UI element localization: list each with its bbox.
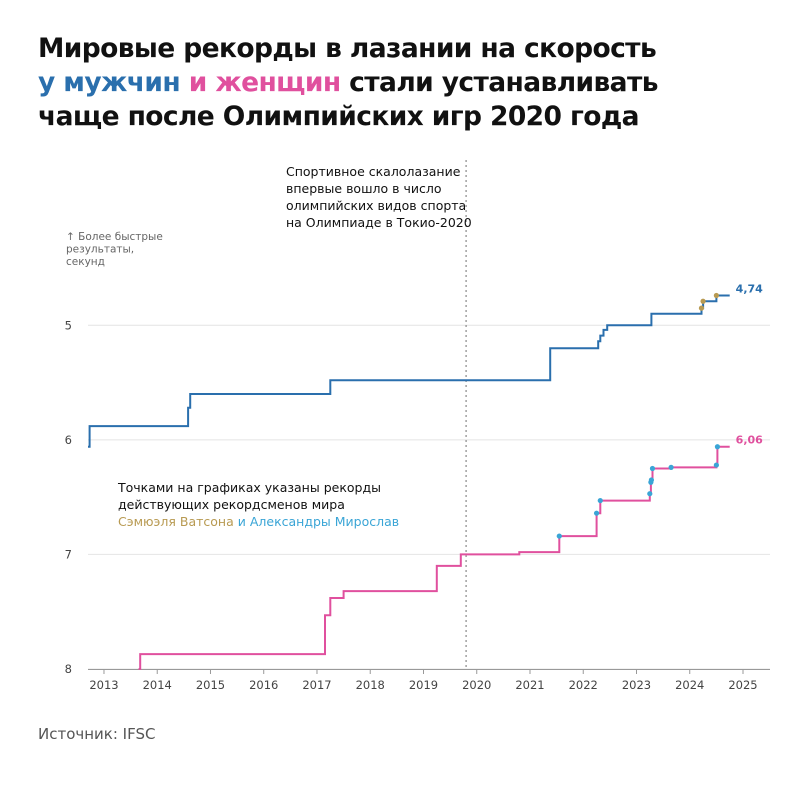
x-tick-label: 2017 — [302, 678, 331, 692]
y-tick-label: 5 — [65, 318, 72, 332]
title-men: у мужчин — [38, 67, 181, 98]
chart-title: Мировые рекорды в лазании на скорость у … — [38, 32, 778, 134]
x-tick-label: 2018 — [356, 678, 385, 692]
women-record-dot — [649, 465, 656, 472]
x-axis: 2013 2014 2015 2016 2017 2018 2019 2020 2021 2022… — [88, 669, 770, 692]
dots-note-line: Точками на графиках указаны рекорды — [117, 480, 381, 495]
men-record-dot — [698, 305, 705, 311]
end-labels: 4,74 6,06 — [736, 282, 763, 446]
women-record-dot — [556, 533, 562, 539]
women-record-dot — [668, 464, 674, 470]
x-tick-label: 2024 — [675, 678, 704, 692]
women-record-dot — [593, 510, 600, 516]
x-tick-label: 2019 — [409, 678, 438, 692]
dots-note-miroslaw: и Александры Мирослав — [238, 514, 399, 529]
y-axis-label-line: секунд — [66, 256, 105, 268]
x-tick-label: 2022 — [569, 678, 598, 692]
men-record-line — [88, 294, 730, 448]
x-tick-label: 2023 — [622, 678, 651, 692]
dots-note-line: действующих рекордсменов мира — [118, 497, 345, 512]
men-end-label: 4,74 — [736, 282, 763, 295]
men-record-dot — [713, 292, 719, 299]
olympic-note: Спортивное скалолазание впервые вошло в … — [286, 164, 472, 230]
women-record-dot — [597, 497, 603, 504]
x-tick-label: 2013 — [89, 678, 118, 692]
y-tick-label: 8 — [65, 662, 72, 676]
x-tick-label: 2016 — [249, 678, 278, 692]
olympic-note-line: Спортивное скалолазание — [286, 164, 461, 179]
title-line1: Мировые рекорды в лазании на скорость — [38, 33, 657, 64]
women-record-dot — [648, 477, 655, 483]
record-dots — [556, 292, 721, 539]
y-axis-ticks: 5 6 7 8 — [65, 318, 72, 676]
y-tick-label: 6 — [65, 433, 72, 447]
title-women: и женщин — [188, 67, 341, 98]
women-end-label: 6,06 — [736, 434, 763, 447]
source-note: Источник: IFSC — [38, 725, 156, 743]
women-record-dot — [713, 462, 719, 468]
x-tick-label: 2021 — [515, 678, 544, 692]
title-line3: чаще после Олимпийских игр 2020 года — [38, 101, 640, 132]
women-record-dot — [714, 444, 721, 450]
olympic-note-line: олимпийских видов спорта — [286, 198, 466, 213]
x-tick-label: 2015 — [196, 678, 225, 692]
dots-note-watson: Сэмюэля Ватсона — [118, 514, 234, 529]
dots-note: Точками на графиках указаны рекорды дейс… — [117, 480, 399, 529]
y-axis-label-line: ↑ Более быстрые — [66, 231, 163, 243]
olympic-note-line: впервые вошло в число — [286, 181, 442, 196]
title-line2-rest: стали устанавливать — [340, 67, 658, 98]
x-tick-label: 2025 — [728, 678, 757, 692]
men-record-dot — [700, 298, 706, 304]
x-tick-label: 2014 — [143, 678, 172, 692]
x-tick-label: 2020 — [462, 678, 491, 692]
y-axis-label-line: результаты, — [66, 244, 134, 256]
women-record-dot — [647, 491, 653, 497]
y-tick-label: 7 — [65, 547, 72, 561]
olympic-note-line: на Олимпиаде в Токио-2020 — [286, 215, 472, 230]
